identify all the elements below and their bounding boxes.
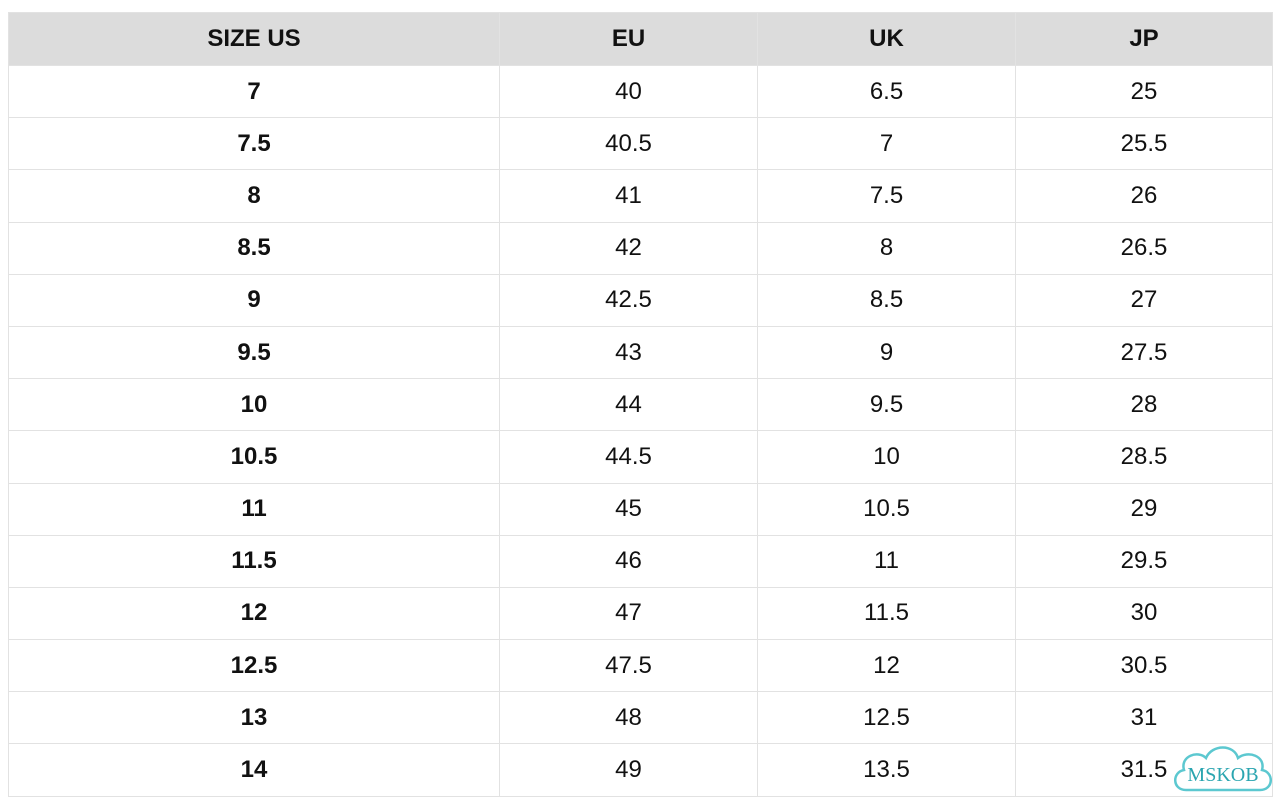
size-cell: 9 bbox=[757, 325, 1016, 380]
size-cell: 13.5 bbox=[757, 743, 1016, 797]
table-row: 8 41 7.5 26 bbox=[8, 169, 1273, 223]
size-cell: 44 bbox=[499, 378, 758, 432]
size-cell: 40 bbox=[499, 64, 758, 119]
size-cell: 43 bbox=[499, 325, 758, 380]
us-size-cell: 11.5 bbox=[8, 534, 500, 588]
size-table: SIZE US EU UK JP 7 40 6.5 25 7.5 40.5 7 25.5 8 41 7.5… bbox=[8, 12, 1273, 797]
table-row: 7.5 40.5 7 25.5 bbox=[8, 117, 1273, 171]
table-body: 7 40 6.5 25 7.5 40.5 7 25.5 8 41 7.5 26 8.5 42 8 26.5 9 4… bbox=[8, 64, 1273, 797]
table-row: 7 40 6.5 25 bbox=[8, 64, 1273, 119]
size-cell: 11.5 bbox=[757, 586, 1016, 641]
table-row: 13 48 12.5 31 bbox=[8, 691, 1273, 745]
table-row: 11 45 10.5 29 bbox=[8, 482, 1273, 536]
watermark-cloud bbox=[1174, 746, 1272, 792]
us-size-cell: 9 bbox=[8, 273, 500, 327]
us-size-cell: 7.5 bbox=[8, 117, 500, 171]
size-cell: 26.5 bbox=[1015, 221, 1273, 275]
size-cell: 41 bbox=[499, 169, 758, 223]
size-cell: 42.5 bbox=[499, 273, 758, 327]
us-size-cell: 10 bbox=[8, 378, 500, 432]
size-cell: 25 bbox=[1015, 64, 1273, 119]
table-row: 10.5 44.5 10 28.5 bbox=[8, 430, 1273, 484]
us-size-cell: 7 bbox=[8, 64, 500, 119]
size-cell: 10 bbox=[757, 430, 1016, 484]
size-cell: 47.5 bbox=[499, 639, 758, 693]
size-cell: 28.5 bbox=[1015, 430, 1273, 484]
size-cell: 49 bbox=[499, 743, 758, 797]
size-cell: 26 bbox=[1015, 169, 1273, 223]
watermark: MSKOB bbox=[1174, 746, 1272, 792]
us-size-cell: 12.5 bbox=[8, 639, 500, 693]
size-cell: 42 bbox=[499, 221, 758, 275]
header-cell: EU bbox=[499, 12, 758, 66]
size-cell: 45 bbox=[499, 482, 758, 536]
header-row: SIZE US EU UK JP bbox=[8, 12, 1273, 66]
size-cell: 31 bbox=[1015, 691, 1273, 745]
header-cell: JP bbox=[1015, 12, 1273, 66]
us-size-cell: 12 bbox=[8, 586, 500, 641]
size-cell: 6.5 bbox=[757, 64, 1016, 119]
us-size-cell: 10.5 bbox=[8, 430, 500, 484]
header-cell: UK bbox=[757, 12, 1016, 66]
size-cell: 25.5 bbox=[1015, 117, 1273, 171]
us-size-cell: 14 bbox=[8, 743, 500, 797]
table-row: 11.5 46 11 29.5 bbox=[8, 534, 1273, 588]
us-size-cell: 8.5 bbox=[8, 221, 500, 275]
header-cell: SIZE US bbox=[8, 12, 500, 66]
watermark-text: MSKOB bbox=[1187, 764, 1258, 786]
size-cell: 44.5 bbox=[499, 430, 758, 484]
size-cell: 46 bbox=[499, 534, 758, 588]
us-size-cell: 13 bbox=[8, 691, 500, 745]
us-size-cell: 8 bbox=[8, 169, 500, 223]
size-cell: 8.5 bbox=[757, 273, 1016, 327]
us-size-cell: 9.5 bbox=[8, 325, 500, 380]
size-cell: 7 bbox=[757, 117, 1016, 171]
size-cell: 7.5 bbox=[757, 169, 1016, 223]
size-cell: 30 bbox=[1015, 586, 1273, 641]
size-cell: 29 bbox=[1015, 482, 1273, 536]
size-cell: 47 bbox=[499, 586, 758, 641]
size-cell: 8 bbox=[757, 221, 1016, 275]
size-cell: 10.5 bbox=[757, 482, 1016, 536]
size-cell: 11 bbox=[757, 534, 1016, 588]
table-row: 12.5 47.5 12 30.5 bbox=[8, 639, 1273, 693]
size-cell: 48 bbox=[499, 691, 758, 745]
size-cell: 29.5 bbox=[1015, 534, 1273, 588]
size-cell: 40.5 bbox=[499, 117, 758, 171]
size-cell: 9.5 bbox=[757, 378, 1016, 432]
table-row: 9.5 43 9 27.5 bbox=[8, 325, 1273, 380]
table-row: 8.5 42 8 26.5 bbox=[8, 221, 1273, 275]
size-cell: 28 bbox=[1015, 378, 1273, 432]
size-cell: 12.5 bbox=[757, 691, 1016, 745]
size-cell: 27 bbox=[1015, 273, 1273, 327]
us-size-cell: 11 bbox=[8, 482, 500, 536]
table-row: 12 47 11.5 30 bbox=[8, 586, 1273, 641]
size-cell: 30.5 bbox=[1015, 639, 1273, 693]
table-row: 9 42.5 8.5 27 bbox=[8, 273, 1273, 327]
size-cell: 12 bbox=[757, 639, 1016, 693]
size-cell: 27.5 bbox=[1015, 325, 1273, 380]
table-row: 14 49 13.5 31.5 bbox=[8, 743, 1273, 797]
table-row: 10 44 9.5 28 bbox=[8, 378, 1273, 432]
